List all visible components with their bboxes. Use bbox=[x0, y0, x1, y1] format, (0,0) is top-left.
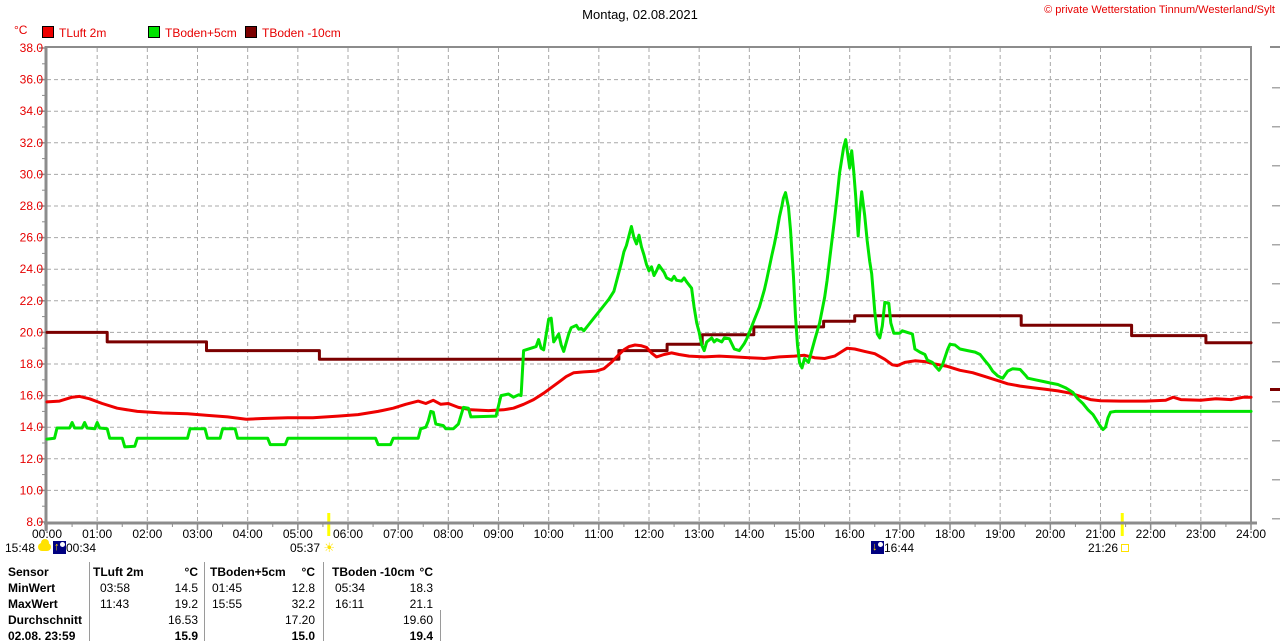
moonrise-icon bbox=[53, 541, 66, 554]
moon-time: 15:48 bbox=[5, 539, 52, 555]
sunset-square-icon bbox=[1121, 544, 1130, 552]
svg-text:05:00: 05:00 bbox=[283, 527, 313, 541]
min-time-tboden10: 05:34 bbox=[335, 581, 366, 595]
min-time-tboden5: 01:45 bbox=[212, 581, 243, 595]
svg-text:14:00: 14:00 bbox=[734, 527, 764, 541]
table-divider bbox=[89, 562, 90, 641]
svg-text:34.0: 34.0 bbox=[20, 104, 44, 118]
legend-swatch-green bbox=[148, 26, 160, 38]
legend-label: TLuft 2m bbox=[59, 26, 107, 40]
table-divider bbox=[204, 562, 205, 641]
max-time-tboden5: 15:55 bbox=[212, 597, 243, 611]
svg-text:01:00: 01:00 bbox=[82, 527, 112, 541]
row-label: 02.08. 23:59 bbox=[8, 629, 76, 641]
svg-text:23:00: 23:00 bbox=[1186, 527, 1216, 541]
header-sensor: Sensor bbox=[8, 565, 49, 579]
svg-text:38.0: 38.0 bbox=[20, 41, 44, 55]
svg-text:20:00: 20:00 bbox=[1035, 527, 1065, 541]
sunrise-sun-icon: ☀ bbox=[323, 540, 336, 555]
max-value-tluft: 19.2 bbox=[174, 597, 198, 611]
moonset-icon bbox=[871, 541, 884, 554]
header-tluft: TLuft 2m bbox=[93, 565, 144, 579]
table-divider bbox=[323, 562, 324, 641]
row-label: MaxWert bbox=[8, 597, 58, 611]
legend-item-tboden10: TBoden -10cm bbox=[245, 26, 341, 40]
svg-text:13:00: 13:00 bbox=[684, 527, 714, 541]
svg-text:21:00: 21:00 bbox=[1085, 527, 1115, 541]
max-time-tboden10: 16:11 bbox=[335, 597, 365, 611]
legend-item-tluft: TLuft 2m bbox=[42, 26, 106, 40]
min-value-tboden10: 18.3 bbox=[409, 581, 433, 595]
moonrise-time: 00:34 bbox=[53, 541, 96, 555]
svg-text:08:00: 08:00 bbox=[433, 527, 463, 541]
header-tboden5: TBoden+5cm bbox=[210, 565, 286, 579]
avg-value-tluft: 16.53 bbox=[167, 613, 198, 627]
header-unit: °C bbox=[301, 565, 315, 579]
avg-value-tboden5: 17.20 bbox=[284, 613, 315, 627]
svg-text:04:00: 04:00 bbox=[233, 527, 263, 541]
svg-text:10:00: 10:00 bbox=[534, 527, 564, 541]
row-label: MinWert bbox=[8, 581, 56, 595]
svg-text:03:00: 03:00 bbox=[182, 527, 212, 541]
header-tboden10: TBoden -10cm bbox=[332, 565, 415, 579]
svg-text:17:00: 17:00 bbox=[885, 527, 915, 541]
header-unit: °C bbox=[419, 565, 433, 579]
svg-text:16.0: 16.0 bbox=[20, 389, 44, 403]
min-value-tluft: 14.5 bbox=[174, 581, 198, 595]
svg-text:12.0: 12.0 bbox=[20, 452, 44, 466]
cur-value-tboden5: 15.0 bbox=[291, 629, 315, 641]
page-title: Montag, 02.08.2021 bbox=[582, 7, 698, 22]
svg-text:28.0: 28.0 bbox=[20, 199, 44, 213]
svg-text:36.0: 36.0 bbox=[20, 73, 44, 87]
moonset-time: 16:44 bbox=[871, 541, 914, 555]
cur-value-tluft: 15.9 bbox=[174, 629, 198, 641]
max-value-tboden5: 32.2 bbox=[291, 597, 315, 611]
header-unit: °C bbox=[184, 565, 198, 579]
svg-text:22.0: 22.0 bbox=[20, 294, 44, 308]
legend-label: TBoden+5cm bbox=[165, 26, 237, 40]
min-value-tboden5: 12.8 bbox=[291, 581, 315, 595]
cur-value-tboden10: 19.4 bbox=[409, 629, 433, 641]
copyright-text: © private Wetterstation Tinnum/Westerlan… bbox=[1044, 4, 1275, 16]
sunset-time: 21:26 bbox=[1088, 541, 1130, 555]
svg-text:18:00: 18:00 bbox=[935, 527, 965, 541]
svg-text:12:00: 12:00 bbox=[634, 527, 664, 541]
legend-label: TBoden -10cm bbox=[262, 26, 341, 40]
svg-text:19:00: 19:00 bbox=[985, 527, 1015, 541]
svg-text:11:00: 11:00 bbox=[584, 527, 613, 541]
svg-text:09:00: 09:00 bbox=[483, 527, 513, 541]
svg-text:26.0: 26.0 bbox=[20, 231, 44, 245]
max-value-tboden10: 21.1 bbox=[409, 597, 433, 611]
svg-text:14.0: 14.0 bbox=[20, 420, 44, 434]
svg-text:18.0: 18.0 bbox=[20, 357, 44, 371]
svg-text:20.0: 20.0 bbox=[20, 325, 44, 339]
y-axis-unit-label: °C bbox=[14, 23, 28, 37]
svg-text:32.0: 32.0 bbox=[20, 136, 44, 150]
svg-text:07:00: 07:00 bbox=[383, 527, 413, 541]
moon-cloud-icon bbox=[38, 539, 52, 551]
legend-item-tboden5: TBoden+5cm bbox=[148, 26, 237, 40]
svg-text:24.0: 24.0 bbox=[20, 262, 44, 276]
sunrise-time: 05:37 ☀ bbox=[290, 540, 336, 555]
table-divider bbox=[440, 610, 441, 641]
svg-text:06:00: 06:00 bbox=[333, 527, 363, 541]
svg-text:10.0: 10.0 bbox=[20, 483, 44, 497]
max-time-tluft: 11:43 bbox=[100, 597, 130, 611]
svg-text:8.0: 8.0 bbox=[26, 515, 43, 529]
row-label: Durchschnitt bbox=[8, 613, 83, 627]
svg-text:15:00: 15:00 bbox=[784, 527, 814, 541]
svg-text:24:00: 24:00 bbox=[1236, 527, 1266, 541]
svg-text:02:00: 02:00 bbox=[132, 527, 162, 541]
avg-value-tboden10: 19.60 bbox=[402, 613, 433, 627]
svg-text:30.0: 30.0 bbox=[20, 167, 44, 181]
min-time-tluft: 03:58 bbox=[100, 581, 131, 595]
legend-swatch-red bbox=[42, 26, 54, 38]
svg-text:00:00: 00:00 bbox=[32, 527, 62, 541]
legend-swatch-darkred bbox=[245, 26, 257, 38]
svg-text:16:00: 16:00 bbox=[835, 527, 865, 541]
svg-text:22:00: 22:00 bbox=[1136, 527, 1166, 541]
